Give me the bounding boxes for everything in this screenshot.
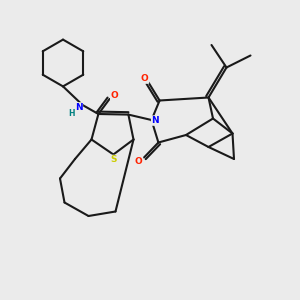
Text: H: H [68,109,75,118]
Text: O: O [135,158,142,166]
Text: N: N [75,103,83,112]
Text: S: S [110,155,117,164]
Text: O: O [141,74,148,83]
Text: N: N [152,116,159,125]
Text: O: O [111,91,119,100]
